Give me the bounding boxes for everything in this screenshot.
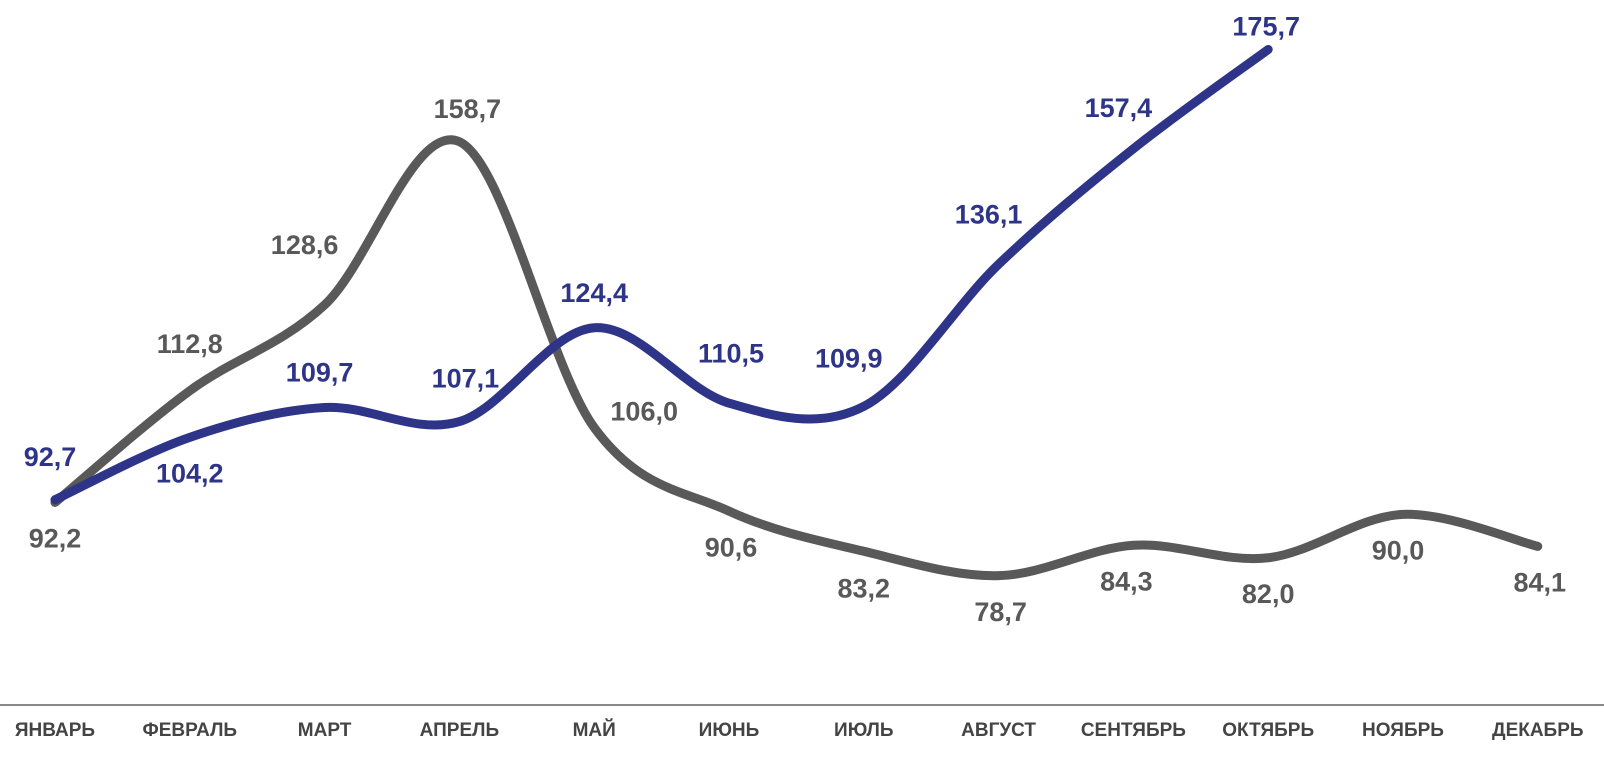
- data-label: 90,0: [1372, 536, 1425, 566]
- x-tick-label: МАЙ: [573, 719, 616, 741]
- data-label: 158,7: [434, 94, 502, 124]
- x-tick-label: ИЮНЬ: [699, 720, 760, 741]
- x-tick-label: СЕНТЯБРЬ: [1081, 720, 1186, 741]
- data-label: 109,7: [286, 358, 354, 388]
- data-label: 112,8: [157, 329, 223, 359]
- data-label: 92,7: [24, 442, 77, 472]
- data-label: 175,7: [1232, 12, 1300, 42]
- series-line: [50, 44, 1273, 505]
- data-label: 84,1: [1514, 568, 1567, 598]
- x-tick-label: НОЯБРЬ: [1362, 720, 1444, 741]
- x-tick-label: АВГУСТ: [961, 720, 1036, 741]
- data-label: 157,4: [1085, 93, 1153, 123]
- data-label: 107,1: [432, 364, 500, 394]
- data-label: 109,9: [815, 344, 883, 374]
- x-tick-label: ОКТЯБРЬ: [1222, 720, 1314, 741]
- data-label: 124,4: [560, 278, 628, 308]
- data-label: 136,1: [955, 199, 1023, 229]
- data-label: 92,2: [29, 524, 82, 554]
- data-label: 90,6: [705, 532, 758, 562]
- x-tick-label: ДЕКАБРЬ: [1492, 720, 1584, 741]
- x-tick-label: МАРТ: [298, 720, 352, 741]
- data-label: 104,2: [156, 458, 224, 488]
- data-label: 106,0: [610, 397, 678, 427]
- data-label: 110,5: [698, 338, 764, 368]
- x-tick-label: ИЮЛЬ: [834, 720, 894, 741]
- data-label: 82,0: [1242, 579, 1295, 609]
- data-label: 128,6: [271, 230, 339, 260]
- data-label: 78,7: [974, 597, 1027, 627]
- x-tick-label: АПРЕЛЬ: [420, 720, 499, 741]
- x-tick-label: ЯНВАРЬ: [15, 720, 95, 741]
- data-label: 84,3: [1100, 566, 1153, 596]
- series-line: [50, 135, 1543, 581]
- data-label: 83,2: [838, 573, 891, 603]
- x-tick-label: ФЕВРАЛЬ: [143, 720, 238, 741]
